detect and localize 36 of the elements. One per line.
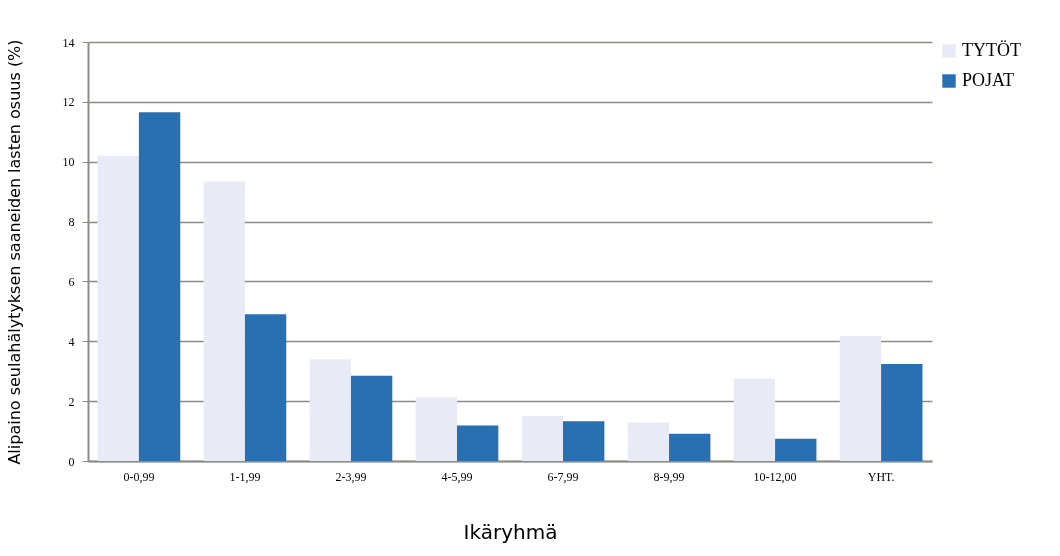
legend-label: POJAT [962,70,1015,90]
x-axis-title: Ikäryhmä [463,519,558,544]
legend-label: TYTÖT [962,40,1021,60]
x-tick-label: 6-7,99 [547,469,579,484]
y-tick-label: 12 [62,95,75,110]
bar [627,422,670,461]
x-tick-label: 0-0,99 [123,469,155,484]
bar [350,375,393,461]
bar [563,421,605,461]
y-tick-label: 0 [68,454,75,469]
bar [521,416,564,461]
bar [97,155,139,461]
y-tick-label: 4 [68,334,75,349]
x-tick-label: YHT. [867,469,895,484]
bar [881,364,923,461]
bar [775,438,817,461]
x-tick-label: 1-1,99 [229,469,261,484]
x-tick-label: 2-3,99 [335,469,367,484]
bar [309,359,351,461]
x-tick-label: 8-9,99 [653,469,685,484]
bar [456,425,499,461]
bar [138,112,181,461]
x-tick-label: 4-5,99 [441,469,473,484]
bar [839,335,882,461]
bar [415,397,457,461]
bar [203,181,245,461]
x-tick-label: 10-12,00 [753,469,797,484]
bar [733,378,776,461]
bar [244,314,287,461]
y-tick-label: 2 [68,394,75,409]
y-tick-label: 6 [68,274,75,289]
y-axis-title: Alipaino seulahälytyksen saaneiden lasten osuus (%) [4,39,24,465]
y-tick-label: 8 [68,215,75,230]
y-tick-label: 14 [62,35,75,50]
y-tick-label: 10 [62,155,75,170]
bar [669,433,711,461]
